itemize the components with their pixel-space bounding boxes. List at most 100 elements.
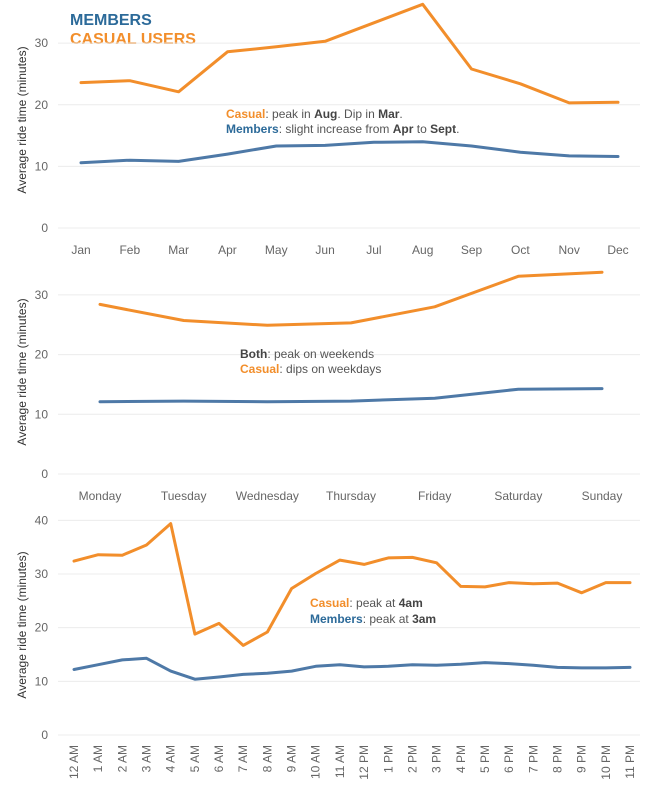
- x-tick-label: Tuesday: [161, 489, 207, 503]
- x-tick-label: 6 PM: [502, 745, 516, 773]
- y-axis-title: Average ride time (minutes): [15, 298, 29, 445]
- annotation-segment: : peak in: [265, 107, 314, 121]
- x-tick-label: Mar: [168, 243, 189, 257]
- x-tick-label: 5 PM: [478, 745, 492, 773]
- y-tick-label: 0: [41, 728, 48, 742]
- x-tick-label: Saturday: [494, 489, 542, 503]
- x-tick-label: Dec: [607, 243, 628, 257]
- annotation-line: Casual: dips on weekdays: [240, 362, 381, 376]
- x-tick-label: 8 AM: [260, 745, 274, 772]
- annotation-segment: Mar: [378, 107, 400, 121]
- annotation-segment: : peak on weekends: [267, 347, 374, 361]
- annotation-segment: Sept: [430, 122, 456, 136]
- annotation-segment: Casual: [226, 107, 265, 121]
- annotation-line: Casual: peak at 4am: [310, 596, 423, 610]
- x-tick-label: Apr: [218, 243, 237, 257]
- annotation-segment: Aug: [314, 107, 337, 121]
- x-tick-label: Jul: [366, 243, 381, 257]
- annotation-segment: to: [413, 122, 430, 136]
- x-tick-label: 4 AM: [164, 745, 178, 772]
- x-tick-label: Friday: [418, 489, 451, 503]
- annotation-segment: Casual: [310, 596, 349, 610]
- x-tick-label: 7 PM: [526, 745, 540, 773]
- x-tick-label: Wednesday: [236, 489, 299, 503]
- x-tick-label: 9 PM: [575, 745, 589, 773]
- annotation-line: Members: peak at 3am: [310, 612, 436, 626]
- y-tick-label: 30: [35, 36, 49, 50]
- legend-members: MEMBERS: [70, 12, 152, 29]
- y-tick-label: 30: [35, 288, 49, 302]
- x-tick-label: 12 AM: [67, 745, 81, 779]
- annotation-segment: 4am: [399, 596, 423, 610]
- y-tick-label: 40: [35, 513, 49, 527]
- annotation-segment: : slight increase from: [279, 122, 393, 136]
- x-tick-label: Sunday: [582, 489, 623, 503]
- x-tick-label: 6 AM: [212, 745, 226, 772]
- x-tick-label: 1 PM: [381, 745, 395, 773]
- y-tick-label: 0: [41, 221, 48, 235]
- annotation-segment: : dips on weekdays: [279, 362, 381, 376]
- x-tick-label: Aug: [412, 243, 433, 257]
- x-tick-label: 11 PM: [623, 745, 637, 779]
- annotation-line: Casual: peak in Aug. Dip in Mar.: [226, 107, 403, 121]
- annotation-segment: : peak at: [363, 612, 412, 626]
- x-tick-label: Jun: [315, 243, 334, 257]
- x-tick-label: 3 PM: [430, 745, 444, 773]
- legend: MEMBERS CASUAL USERS: [70, 11, 196, 49]
- members-line-3: [72, 656, 632, 681]
- annotation-segment: 3am: [412, 612, 436, 626]
- members-line-1: [79, 140, 620, 165]
- x-tick-label: Sep: [461, 243, 483, 257]
- annotation-segment: Casual: [240, 362, 279, 376]
- x-tick-label: 12 PM: [357, 745, 371, 780]
- casual-line-1: [79, 2, 620, 105]
- x-tick-label: Oct: [511, 243, 530, 257]
- x-tick-label: 2 AM: [115, 745, 129, 772]
- y-tick-label: 10: [35, 407, 49, 421]
- legend-casual: CASUAL USERS: [70, 31, 196, 48]
- annotation-segment: : peak at: [349, 596, 398, 610]
- x-tick-label: 9 AM: [285, 745, 299, 772]
- x-tick-label: 4 PM: [454, 745, 468, 773]
- y-tick-label: 20: [35, 348, 49, 362]
- annotation-segment: Members: [226, 122, 279, 136]
- annotation-segment: Apr: [393, 122, 414, 136]
- y-tick-label: 10: [35, 159, 49, 173]
- chart-panel-3: 0 10 20 30 40 Average ride time (minutes) 12 A…: [15, 513, 640, 780]
- y-tick-label: 20: [35, 98, 49, 112]
- x-tick-label: 8 PM: [550, 745, 564, 773]
- members-line-2: [98, 387, 604, 404]
- annotation-segment: . Dip in: [337, 107, 378, 121]
- annotation-line: Both: peak on weekends: [240, 347, 374, 361]
- annotation-segment: .: [456, 122, 459, 136]
- x-tick-label: Feb: [119, 243, 140, 257]
- x-tick-label: 10 PM: [599, 745, 613, 780]
- x-tick-label: 11 AM: [333, 745, 347, 778]
- y-tick-label: 0: [41, 467, 48, 481]
- x-tick-label: 3 AM: [140, 745, 154, 772]
- x-tick-label: Nov: [559, 243, 580, 257]
- annotation-segment: .: [399, 107, 402, 121]
- y-tick-label: 20: [35, 621, 49, 635]
- x-tick-label: 5 AM: [188, 745, 202, 772]
- y-axis-title: Average ride time (minutes): [15, 46, 29, 193]
- x-tick-label: 1 AM: [91, 745, 105, 772]
- casual-line-2: [98, 270, 604, 327]
- casual-line-3: [72, 522, 632, 647]
- y-tick-label: 30: [35, 567, 49, 581]
- x-tick-label: 10 AM: [309, 745, 323, 779]
- annotation-line: Members: slight increase from Apr to Sep…: [226, 122, 459, 136]
- y-tick-label: 10: [35, 674, 49, 688]
- x-tick-label: Jan: [71, 243, 90, 257]
- annotation-segment: Both: [240, 347, 267, 361]
- x-tick-label: May: [265, 243, 288, 257]
- x-tick-label: 2 PM: [405, 745, 419, 773]
- x-tick-label: Monday: [79, 489, 122, 503]
- chart-panel-2: 0 10 20 30 Average ride time (minutes) Monday…: [15, 270, 640, 503]
- x-tick-label: Thursday: [326, 489, 376, 503]
- chart-panel-1: 0 10 20 30 Average ride time (minutes) Jan Feb…: [15, 2, 640, 257]
- annotation-segment: Members: [310, 612, 363, 626]
- x-tick-label: 7 AM: [236, 745, 250, 772]
- y-axis-title: Average ride time (minutes): [15, 551, 29, 698]
